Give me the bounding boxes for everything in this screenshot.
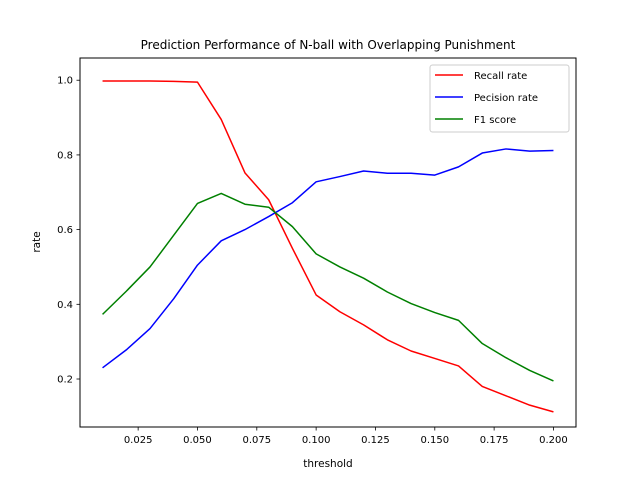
x-tick-label: 0.075 bbox=[242, 435, 271, 446]
legend-label: F1 score bbox=[474, 115, 516, 126]
y-tick-label: 1.0 bbox=[57, 76, 73, 87]
legend-label: Pecision rate bbox=[474, 93, 538, 104]
y-tick-label: 0.8 bbox=[57, 150, 73, 161]
legend-label: Recall rate bbox=[474, 71, 527, 82]
y-axis-ticks: 0.2 0.4 0.6 0.8 1.0 bbox=[57, 76, 80, 386]
x-tick-label: 0.175 bbox=[480, 435, 509, 446]
y-tick-label: 0.6 bbox=[57, 225, 73, 236]
legend: Recall rate Pecision rate F1 score bbox=[429, 64, 570, 133]
x-tick-label: 0.100 bbox=[302, 435, 331, 446]
series-line-3 bbox=[102, 192, 554, 382]
x-axis-label: threshold bbox=[303, 458, 352, 470]
y-tick-label: 0.4 bbox=[57, 300, 73, 311]
y-tick-label: 0.2 bbox=[57, 375, 73, 386]
x-tick-label: 0.125 bbox=[361, 435, 390, 446]
x-axis-ticks: 0.025 0.050 0.075 0.100 0.125 0.150 0.175 0.200 bbox=[124, 427, 568, 446]
x-tick-label: 0.200 bbox=[539, 435, 568, 446]
x-tick-label: 0.050 bbox=[183, 435, 212, 446]
x-tick-label: 0.150 bbox=[420, 435, 449, 446]
legend-box bbox=[429, 64, 570, 133]
plot-area-frame bbox=[79, 57, 577, 428]
series-line-1 bbox=[102, 80, 554, 413]
x-tick-label: 0.025 bbox=[124, 435, 153, 446]
y-axis-label: rate bbox=[31, 231, 43, 252]
chart-title: Prediction Performance of N-ball with Ov… bbox=[141, 38, 516, 52]
plot-lines bbox=[102, 80, 554, 413]
series-line-2 bbox=[102, 148, 554, 369]
